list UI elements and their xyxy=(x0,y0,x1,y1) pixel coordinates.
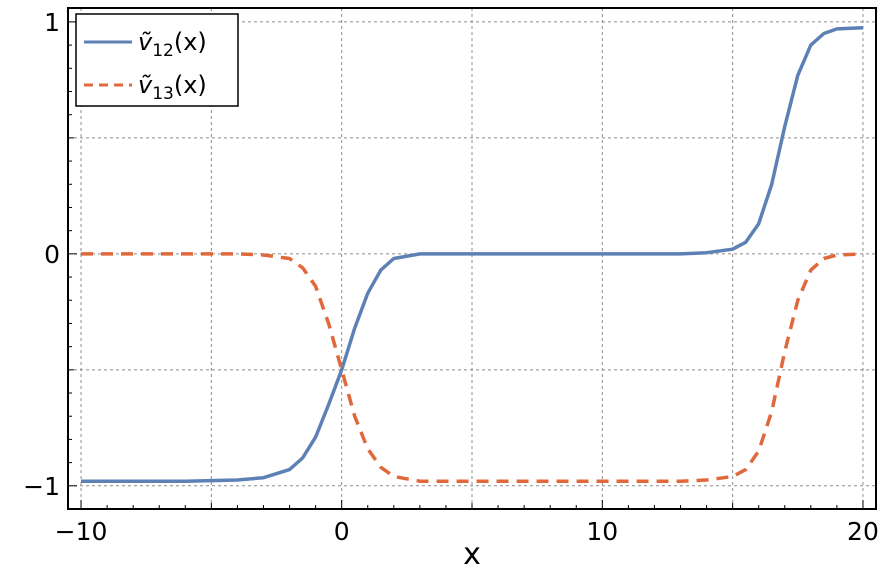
series-layer xyxy=(81,25,864,483)
legend-label-v12-base: ṽ xyxy=(138,28,153,56)
x-tick-label: 20 xyxy=(847,517,879,546)
tick-labels: −10 0 10 20−101 xyxy=(23,8,879,546)
legend-label-v12-sub: 12 xyxy=(152,41,174,61)
legend-label-v13: ṽ13(x) xyxy=(138,71,207,104)
legend-label-v13-sub: 13 xyxy=(152,84,174,104)
y-tick-label: −1 xyxy=(23,472,60,501)
legend-label-v12: ṽ12(x) xyxy=(138,28,207,61)
ticks xyxy=(68,21,864,509)
legend-label-v13-base: ṽ xyxy=(138,71,153,99)
legend: ṽ12(x) ṽ13(x) xyxy=(75,13,239,107)
y-tick-label: 1 xyxy=(44,8,60,37)
x-tick-label: −10 xyxy=(55,517,108,546)
x-axis-title: x xyxy=(463,537,481,571)
x-tick-label: 0 xyxy=(334,517,350,546)
x-tick-label: 10 xyxy=(586,517,618,546)
legend-label-v12-tail: (x) xyxy=(174,28,207,56)
series-line-1 xyxy=(81,252,864,483)
y-tick-label: 0 xyxy=(44,240,60,269)
legend-box xyxy=(75,13,239,107)
series-line-0 xyxy=(81,25,864,483)
legend-label-v13-tail: (x) xyxy=(174,71,207,99)
